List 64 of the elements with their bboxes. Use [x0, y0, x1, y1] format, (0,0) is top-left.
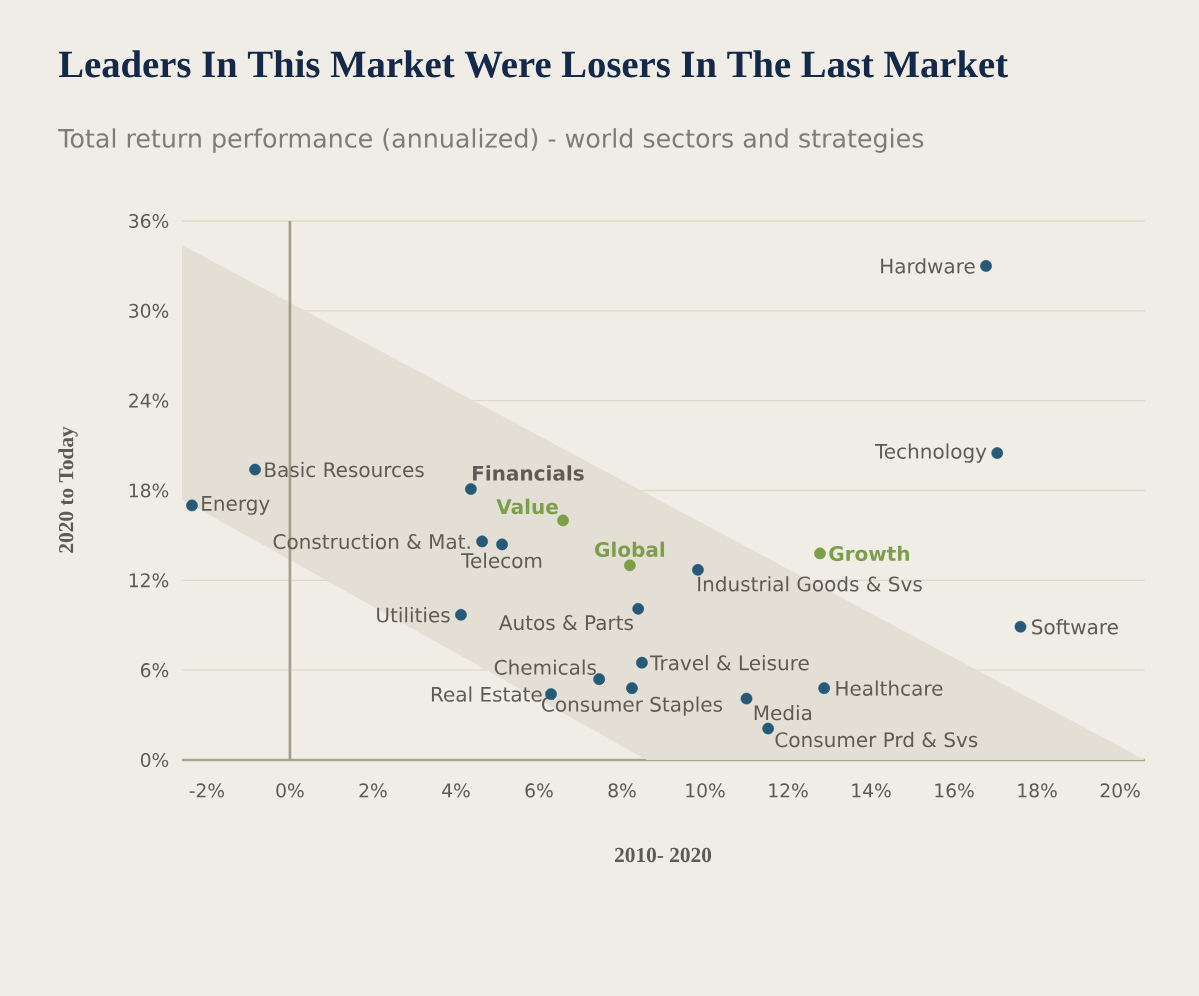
annotation: Utilities [377, 607, 450, 623]
point [496, 538, 508, 551]
annotation: Technology [874, 443, 987, 463]
y-tick-label: 6% [140, 663, 169, 678]
annotation: Value [496, 498, 558, 515]
point [814, 547, 826, 560]
point [455, 608, 467, 621]
y-tick-label: 24% [129, 393, 169, 408]
point [740, 692, 753, 705]
point [593, 673, 606, 686]
annotation: Construction & Mat. [273, 533, 470, 550]
annotation: Travel & Leisure [650, 654, 809, 671]
annotation: Basic Resources [265, 461, 424, 478]
point [762, 722, 774, 735]
x-tick-label: 12% [769, 783, 808, 798]
annotation: Real Estate [431, 686, 542, 702]
annotation: Consumer Staples [542, 696, 723, 716]
x-tick-label: 2% [359, 783, 387, 798]
point [186, 499, 198, 512]
annotation: Telecom [461, 552, 542, 569]
annotation: Consumer Prd & Svs [775, 731, 978, 748]
point [1014, 620, 1027, 633]
point [632, 602, 645, 615]
annotation: Healthcare [836, 680, 943, 696]
annotation: Energy [202, 496, 270, 515]
x-tick-label: 16% [935, 783, 974, 798]
annotation: Software [1032, 619, 1118, 635]
point [626, 682, 638, 694]
x-tick-label: 4% [442, 783, 470, 798]
annotation: Growth [829, 545, 909, 562]
x-tick-label: 18% [1018, 783, 1057, 798]
annotation: Industrial Goods & Svs [698, 576, 922, 592]
y-tick-label: 18% [129, 483, 169, 498]
point [465, 483, 477, 495]
x-tick-label: 0% [276, 783, 304, 798]
y-tick-label: 12% [129, 573, 169, 588]
annotation: Autos & Parts [499, 615, 633, 631]
point [818, 682, 831, 694]
x-axis-title: 2010- 2020 [615, 847, 712, 863]
x-tick-label: -2% [189, 783, 225, 798]
y-tick-label: 36% [129, 213, 169, 229]
point [624, 559, 636, 572]
point [636, 656, 648, 669]
annotation: Financials [473, 465, 584, 481]
annotation: Chemicals [494, 659, 596, 675]
point [476, 535, 488, 548]
x-tick-label: 10% [686, 783, 725, 798]
x-tick-label: 6% [525, 783, 553, 798]
y-axis-title: 2020 to Today [58, 426, 78, 553]
chart-subtitle: Total return performance (annualized) - world sectors and strategies [58, 128, 924, 153]
x-tick-label: 20% [1100, 783, 1140, 798]
annotation: Hardware [881, 258, 975, 274]
point [991, 447, 1004, 459]
x-tick-label: 8% [608, 783, 636, 798]
y-tick-label: 0% [140, 752, 169, 768]
point [249, 463, 261, 476]
annotation: Media [754, 704, 812, 721]
point [557, 514, 569, 527]
y-tick-label: 30% [129, 303, 169, 318]
chart-title: Leaders In This Market Were Losers In The Last Market [58, 50, 1008, 78]
point [692, 563, 704, 576]
x-tick-label: 14% [852, 783, 891, 798]
annotation: Global [595, 541, 665, 558]
point [980, 260, 992, 272]
